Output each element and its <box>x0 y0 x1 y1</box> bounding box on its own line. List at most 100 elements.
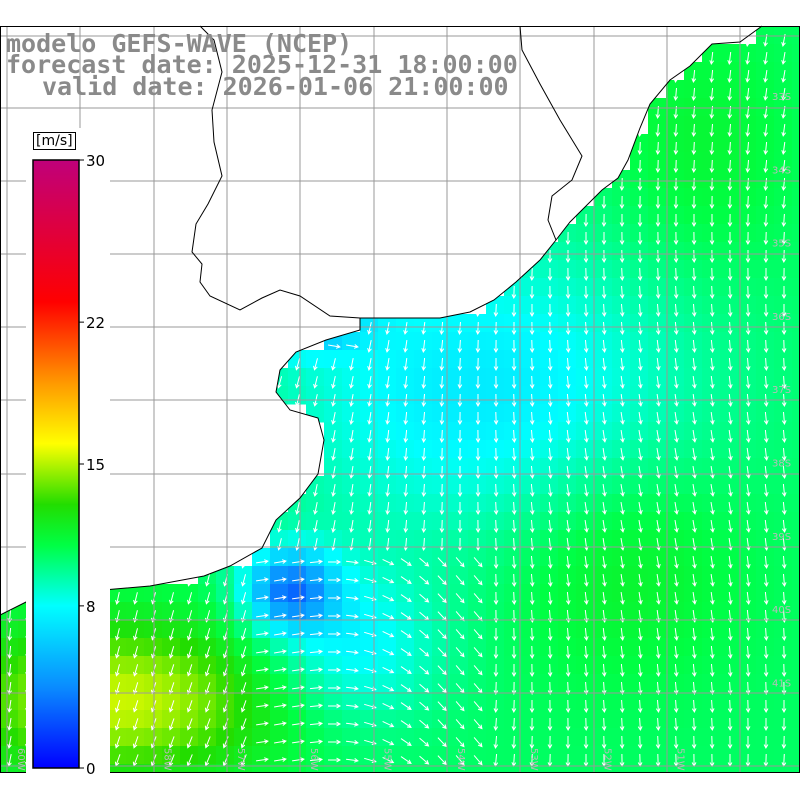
wind-cell <box>486 530 505 549</box>
wind-arrow-icon <box>727 51 733 66</box>
wind-cell <box>162 692 181 711</box>
wind-cell <box>486 332 505 351</box>
wind-arrow-icon <box>367 358 372 371</box>
wind-cell <box>774 656 793 675</box>
wind-arrow-icon <box>421 501 427 516</box>
wind-arrow-icon <box>637 285 643 300</box>
wind-cell <box>396 476 415 495</box>
wind-arrow-icon <box>115 700 121 713</box>
wind-cell <box>738 44 757 63</box>
wind-arrow-icon <box>673 663 679 678</box>
wind-cell <box>432 476 451 495</box>
wind-cell <box>666 224 685 243</box>
wind-arrow-icon <box>637 159 643 174</box>
wind-arrow-icon <box>781 663 787 678</box>
wind-cell <box>180 710 199 729</box>
wind-arrow-icon <box>547 519 553 534</box>
wind-arrow-icon <box>437 683 447 694</box>
wind-arrow-icon <box>583 591 589 606</box>
wind-cell <box>504 584 523 603</box>
wind-cell <box>216 638 235 657</box>
wind-arrow-icon <box>421 483 427 498</box>
wind-arrow-icon <box>367 466 372 479</box>
wind-cell <box>450 656 469 675</box>
wind-cell <box>126 638 145 657</box>
wind-cell <box>450 566 469 585</box>
wind-arrow-icon <box>691 663 697 678</box>
wind-cell <box>792 314 800 333</box>
wind-arrow-icon <box>673 357 679 372</box>
wind-cell <box>648 764 667 773</box>
wind-arrow-icon <box>601 285 607 300</box>
wind-arrow-icon <box>493 429 499 444</box>
wind-arrow-icon <box>583 717 589 732</box>
wind-cell <box>126 584 145 603</box>
wind-cell <box>666 116 685 135</box>
wind-cell <box>324 350 343 369</box>
wind-arrow-icon <box>309 757 324 763</box>
wind-cell <box>720 746 739 765</box>
wind-arrow-icon <box>292 559 305 564</box>
wind-arrow-icon <box>473 593 483 604</box>
wind-cell <box>468 584 487 603</box>
wind-cell <box>774 260 793 279</box>
wind-arrow-icon <box>309 667 324 673</box>
wind-cell <box>684 134 703 153</box>
wind-cell <box>450 314 469 333</box>
wind-cell <box>324 692 343 711</box>
wind-cell <box>324 404 343 423</box>
colorbar-tick-marks <box>79 159 84 769</box>
wind-cell <box>252 692 271 711</box>
wind-arrow-icon <box>204 646 211 659</box>
wind-cell <box>270 710 289 729</box>
wind-arrow-icon <box>475 375 481 390</box>
wind-cell <box>306 764 325 773</box>
wind-arrow-icon <box>763 465 769 480</box>
wind-arrow-icon <box>493 628 499 642</box>
wind-arrow-icon <box>710 448 715 461</box>
wind-arrow-icon <box>637 177 643 192</box>
wind-arrow-icon <box>781 447 787 462</box>
wind-cell <box>108 638 127 657</box>
wind-arrow-icon <box>328 667 342 673</box>
wind-arrow-icon <box>475 465 481 480</box>
wind-arrow-icon <box>346 632 359 637</box>
wind-arrow-icon <box>385 340 390 353</box>
wind-arrow-icon <box>439 321 445 336</box>
wind-cell <box>468 710 487 729</box>
wind-arrow-icon <box>601 303 607 318</box>
wind-cell <box>756 692 775 711</box>
wind-arrow-icon <box>493 411 499 426</box>
wind-arrow-icon <box>493 591 499 606</box>
wind-cell <box>396 494 415 513</box>
wind-arrow-icon <box>709 645 715 660</box>
wind-arrow-icon <box>637 681 643 696</box>
wind-arrow-icon <box>601 681 607 696</box>
wind-arrow-icon <box>763 519 769 534</box>
wind-cell <box>594 728 613 747</box>
wind-cell <box>702 80 721 99</box>
wind-arrow-icon <box>385 537 391 552</box>
wind-cell <box>756 152 775 171</box>
wind-cell <box>414 422 433 441</box>
wind-arrow-icon <box>457 484 463 498</box>
wind-cell <box>306 566 325 585</box>
wind-arrow-icon <box>529 501 535 516</box>
valid-date: valid date: 2026-01-06 21:00:00 <box>42 72 509 101</box>
wind-arrow-icon <box>601 249 607 264</box>
wind-cell <box>738 692 757 711</box>
wind-arrow-icon <box>601 735 607 750</box>
wind-arrow-icon <box>382 612 395 620</box>
longitude-label: 53W <box>528 748 539 771</box>
wind-arrow-icon <box>295 501 300 515</box>
wind-cell <box>774 44 793 63</box>
wind-arrow-icon <box>637 267 643 282</box>
wind-arrow-icon <box>709 627 715 642</box>
wind-arrow-icon <box>638 412 643 425</box>
wind-arrow-icon <box>439 429 445 444</box>
wind-arrow-icon <box>295 376 300 389</box>
wind-arrow-icon <box>331 484 336 497</box>
wind-cell <box>288 584 307 603</box>
wind-arrow-icon <box>781 465 787 480</box>
wind-cell <box>306 656 325 675</box>
